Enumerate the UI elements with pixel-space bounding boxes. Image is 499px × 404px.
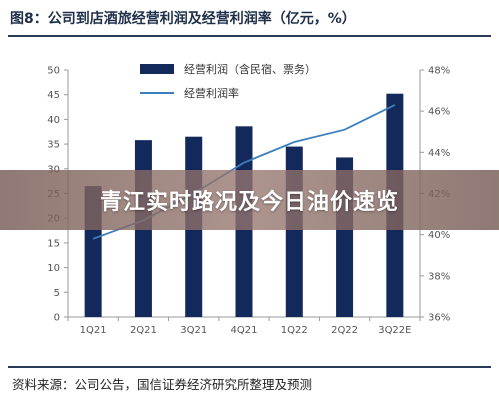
figure-title: 图8：公司到店酒旅经营利润及经营利润率（亿元，%） bbox=[10, 11, 356, 27]
left-tick-label: 35 bbox=[47, 140, 60, 151]
legend-line-label: 经营利润率 bbox=[184, 86, 239, 100]
x-tick-label: 3Q22E bbox=[378, 325, 411, 336]
left-tick-label: 45 bbox=[47, 90, 60, 101]
right-tick-label: 40% bbox=[428, 230, 450, 241]
right-tick-label: 38% bbox=[428, 271, 450, 282]
overlay-banner: 青江实时路况及今日油价速览 bbox=[0, 170, 499, 230]
legend-bar-swatch bbox=[140, 64, 174, 74]
overlay-banner-text: 青江实时路况及今日油价速览 bbox=[99, 190, 399, 215]
x-tick-label: 1Q22 bbox=[281, 325, 308, 336]
right-tick-label: 44% bbox=[428, 148, 450, 159]
left-tick-label: 40 bbox=[47, 115, 60, 126]
x-tick-label: 2Q22 bbox=[331, 325, 358, 336]
right-tick-label: 46% bbox=[428, 107, 450, 118]
right-tick-label: 36% bbox=[428, 313, 450, 324]
right-tick-label: 48% bbox=[428, 66, 450, 77]
bottom-rule bbox=[8, 366, 491, 368]
left-tick-label: 15 bbox=[47, 238, 60, 249]
x-tick-label: 2Q21 bbox=[130, 325, 157, 336]
left-tick-label: 0 bbox=[54, 313, 60, 324]
x-tick-label: 3Q21 bbox=[180, 325, 207, 336]
legend-bar-label: 经营利润（含民宿、票务） bbox=[184, 62, 316, 76]
x-tick-label: 4Q21 bbox=[231, 325, 258, 336]
x-tick-label: 1Q21 bbox=[80, 325, 107, 336]
top-rule bbox=[8, 35, 491, 37]
source-note: 资料来源：公司公告，国信证券经济研究所整理及预测 bbox=[12, 377, 313, 392]
left-tick-label: 30 bbox=[47, 164, 60, 175]
left-tick-label: 10 bbox=[47, 263, 60, 274]
left-tick-label: 5 bbox=[54, 288, 60, 299]
left-tick-label: 50 bbox=[47, 66, 60, 77]
